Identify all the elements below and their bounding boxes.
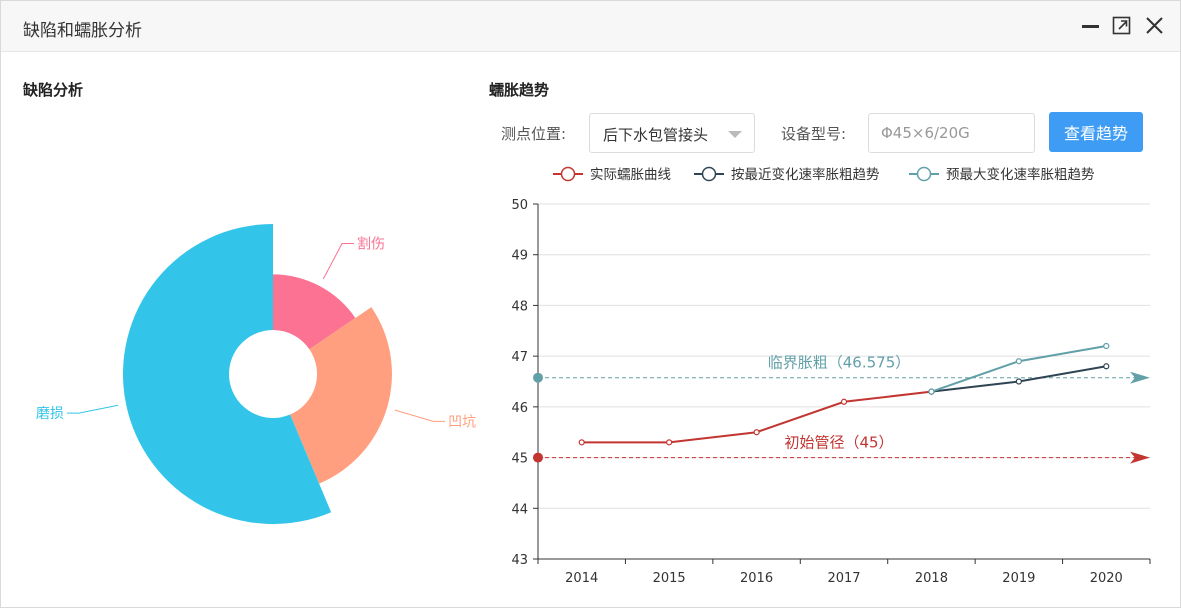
close-icon[interactable]	[1144, 15, 1166, 37]
markline-label-0: 临界胀粗（46.575）	[768, 354, 911, 372]
y-tick-label-5: 48	[511, 299, 528, 314]
y-tick-label-4: 47	[511, 350, 528, 365]
creep-trend-chart: 43 44 45 46 47 48 49 50 2014 2015 2016 2017 2018 2019…	[511, 166, 1151, 586]
title-bar: 缺陷和蠕胀分析	[1, 1, 1180, 52]
markline-arrow-1	[1130, 451, 1150, 464]
x-tick-label-2: 2016	[740, 571, 773, 586]
x-tick-label-6: 2020	[1090, 571, 1123, 586]
y-tick-label-3: 46	[511, 401, 528, 416]
window-title: 缺陷和蠕胀分析	[23, 21, 142, 41]
x-tick-label-0: 2014	[565, 571, 598, 586]
series-0-point-1	[666, 439, 673, 446]
position-label: 测点位置:	[501, 125, 567, 143]
y-tick-label-1: 44	[511, 502, 528, 517]
legend-marker-1	[701, 166, 717, 182]
legend-marker-2	[916, 166, 932, 182]
series-line-2	[931, 345, 1107, 393]
series-0-point-3	[840, 398, 848, 405]
x-tick-label-4: 2018	[915, 571, 948, 586]
markline-arrow-0	[1130, 371, 1150, 384]
series-0-point-2	[753, 429, 760, 436]
position-select-value: 后下水包管接头	[603, 126, 709, 144]
markline-label-1: 初始管径（45）	[784, 434, 893, 452]
y-tick-label-6: 49	[511, 249, 528, 264]
chevron-down-icon	[728, 131, 742, 138]
legend-label-1: 按最近变化速率胀粗趋势	[731, 166, 880, 183]
x-tick-label-1: 2015	[653, 571, 686, 586]
creep-panel-title: 蠕胀趋势	[489, 81, 550, 99]
markline-start-1	[533, 452, 543, 463]
rose-leader-2	[66, 404, 119, 414]
series-2-point-2	[1103, 342, 1110, 350]
rose-leader-1	[394, 409, 446, 422]
y-tick-label-0: 43	[511, 553, 528, 568]
rose-slice-1	[290, 307, 392, 484]
rose-label-0: 割伤	[357, 236, 385, 253]
legend-label-0: 实际蠕胀曲线	[590, 167, 671, 183]
legend-marker-0	[560, 166, 576, 182]
rose-label-2: 磨损	[36, 406, 64, 422]
rose-slice-2	[123, 224, 332, 524]
x-tick-label-5: 2019	[1002, 571, 1035, 586]
series-0-point-0	[578, 439, 585, 446]
y-tick-label-2: 45	[511, 452, 528, 467]
x-tick-label-3: 2017	[827, 571, 860, 586]
defect-panel-title: 缺陷分析	[23, 81, 84, 99]
series-2-point-1	[1015, 358, 1022, 365]
model-input[interactable]	[868, 113, 1035, 153]
legend-label-2: 预最大变化速率胀粗趋势	[946, 166, 1095, 183]
y-tick-label-7: 50	[511, 198, 528, 213]
markline-start-0	[533, 372, 543, 383]
rose-label-1: 凹坑	[448, 414, 476, 430]
position-select[interactable]: 后下水包管接头	[589, 113, 755, 153]
maximize-icon[interactable]	[1111, 15, 1133, 37]
series-1-point-1	[1015, 378, 1022, 385]
minimize-icon[interactable]	[1080, 15, 1102, 37]
query-trend-button[interactable]: 查看趋势	[1049, 112, 1143, 152]
model-label: 设备型号:	[781, 125, 847, 143]
series-2-point-0	[928, 388, 935, 395]
series-1-point-2	[1103, 363, 1110, 370]
rose-leader-0	[322, 243, 355, 280]
rose-slice-0	[273, 274, 356, 350]
